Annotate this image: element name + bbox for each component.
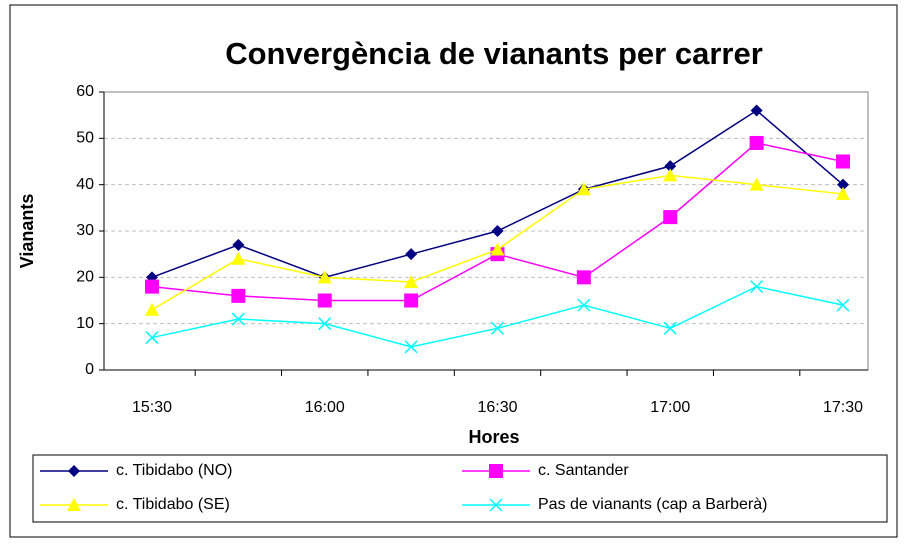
data-point xyxy=(749,177,764,191)
legend-marker xyxy=(68,465,80,477)
legend-label: Pas de vianants (cap a Barberà) xyxy=(538,496,767,513)
y-axis-label: Vianants xyxy=(17,194,37,269)
data-point xyxy=(663,321,677,335)
x-axis-label: Hores xyxy=(468,427,519,447)
data-point xyxy=(836,154,850,169)
data-point xyxy=(577,298,591,312)
x-tick-label: 17:30 xyxy=(823,399,863,416)
data-point xyxy=(404,274,419,288)
legend-marker xyxy=(489,498,503,512)
data-point xyxy=(576,270,591,285)
data-point xyxy=(836,298,850,312)
data-point xyxy=(663,210,678,225)
y-tick-label: 0 xyxy=(85,361,94,378)
data-point xyxy=(663,168,678,182)
y-tick-label: 40 xyxy=(76,176,94,193)
legend-label: c. Santander xyxy=(538,462,629,479)
data-point xyxy=(405,248,418,261)
x-tick-label: 16:00 xyxy=(305,399,345,416)
data-point xyxy=(145,279,159,294)
x-tick-label: 17:00 xyxy=(650,399,690,416)
data-point xyxy=(317,293,332,308)
data-point xyxy=(490,321,505,335)
data-point xyxy=(837,178,849,191)
y-tick-label: 50 xyxy=(76,130,94,147)
y-tick-label: 10 xyxy=(76,315,94,332)
data-point xyxy=(749,135,764,150)
legend-marker xyxy=(67,498,81,511)
data-point xyxy=(576,182,591,196)
data-point xyxy=(145,302,159,316)
y-tick-label: 20 xyxy=(76,269,94,286)
data-point xyxy=(750,280,764,294)
data-point xyxy=(490,242,505,256)
y-tick-label: 60 xyxy=(76,83,94,100)
data-point xyxy=(491,225,504,237)
data-point xyxy=(145,331,159,345)
data-point xyxy=(404,293,419,308)
legend-marker xyxy=(489,464,503,478)
data-point xyxy=(750,104,763,117)
data-point xyxy=(231,251,246,265)
x-tick-label: 16:30 xyxy=(477,399,517,416)
data-point xyxy=(231,312,245,326)
chart-title: Convergència de vianants per carrer xyxy=(225,36,763,71)
data-point xyxy=(318,317,332,331)
data-point xyxy=(317,270,332,284)
legend-label: c. Tibidabo (NO) xyxy=(116,462,232,479)
y-tick-label: 30 xyxy=(76,222,94,239)
data-point xyxy=(232,238,245,251)
x-tick-label: 15:30 xyxy=(132,399,172,416)
data-point xyxy=(231,288,246,303)
legend xyxy=(32,454,888,523)
data-point xyxy=(836,186,850,200)
data-point xyxy=(404,340,418,354)
legend-label: c. Tibidabo (SE) xyxy=(116,496,230,513)
data-point xyxy=(664,160,677,173)
